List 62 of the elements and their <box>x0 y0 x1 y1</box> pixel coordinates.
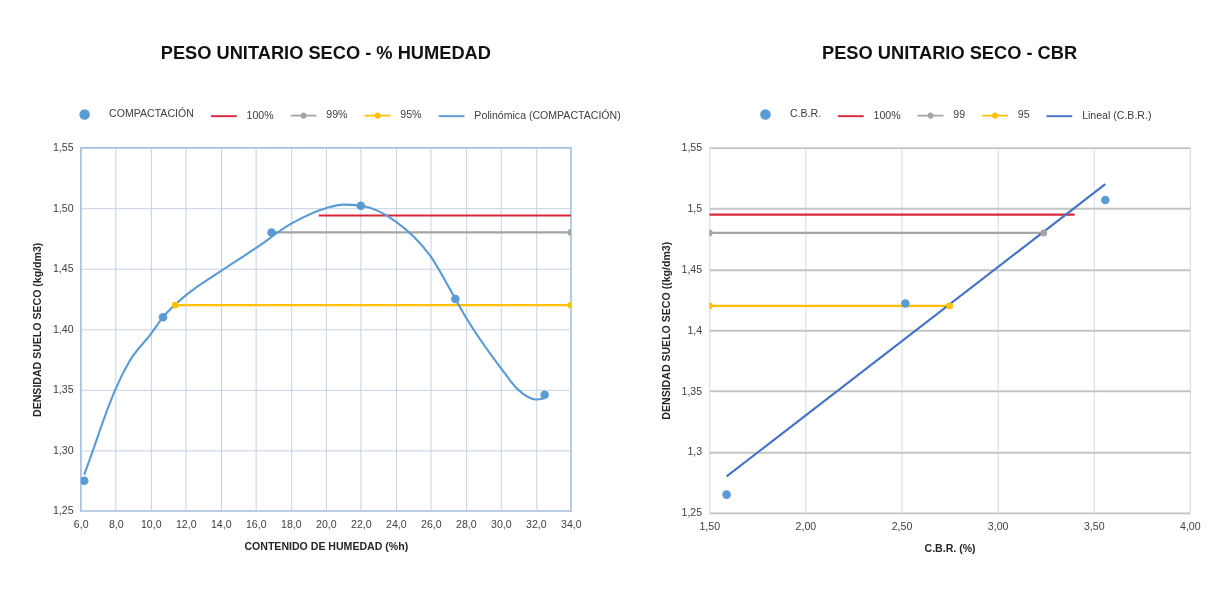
x-tick-label: 28,0 <box>456 517 477 530</box>
point <box>171 301 179 309</box>
legend-label: COMPACTACIÓN <box>109 107 194 120</box>
x-tick-label: 26,0 <box>421 517 442 530</box>
legend-label: 99% <box>326 108 349 121</box>
point <box>540 390 549 399</box>
y-tick-label: 1,50 <box>52 201 74 214</box>
x-tick-label: 30,0 <box>491 517 512 530</box>
legend-label: C.B.R. <box>789 107 822 120</box>
x-tick-label: 2,00 <box>795 519 817 532</box>
x-tick-label: 34,0 <box>561 517 582 530</box>
x-tick-label: 10,0 <box>140 517 162 530</box>
y-tick-label: 1,45 <box>681 262 703 275</box>
x-tick-label: 20,0 <box>316 517 337 530</box>
y-tick-label: 1,40 <box>52 322 74 335</box>
x-tick-label: 22,0 <box>351 517 372 530</box>
x-tick-label: 16,0 <box>245 517 267 530</box>
x-tick-label: 12,0 <box>175 517 197 530</box>
legend-label: 100% <box>873 109 902 122</box>
x-tick-label: 3,00 <box>987 519 1009 532</box>
legend-label: Polinómica (COMPACTACIÓN) <box>474 109 621 122</box>
chart-title: PESO UNITARIO SECO - CBR <box>821 42 1078 64</box>
y-tick-label: 1,25 <box>681 506 703 519</box>
legend-label: 100% <box>246 109 275 122</box>
point <box>80 476 89 485</box>
legend-label: 95 <box>1017 108 1030 121</box>
y-tick-label: 1,5 <box>687 201 703 214</box>
x-tick-label: 18,0 <box>281 517 302 530</box>
x-tick-label: 32,0 <box>526 517 547 530</box>
legend-label: Lineal (C.B.R.) <box>1082 109 1152 122</box>
point <box>356 201 366 211</box>
point <box>1040 229 1048 237</box>
y-tick-label: 1,55 <box>681 141 703 154</box>
legend-label: 99 <box>953 108 966 121</box>
x-tick-label: 8,0 <box>108 517 124 530</box>
x-tick-label: 1,50 <box>699 519 721 532</box>
x-tick-label: 2,50 <box>891 519 913 532</box>
x-tick-label: 6,0 <box>73 517 89 530</box>
x-tick-label: 4,00 <box>1180 519 1201 532</box>
point <box>1100 195 1110 205</box>
x-tick-label: 24,0 <box>386 517 407 530</box>
point <box>451 294 460 304</box>
x-axis-title: CONTENIDO DE HUMEDAD (%h) <box>244 539 409 552</box>
legend-label: 95% <box>400 108 423 121</box>
y-tick-label: 1,3 <box>687 445 703 458</box>
y-tick-label: 1,30 <box>52 443 74 456</box>
x-tick-label: 14,0 <box>210 517 232 530</box>
x-tick-label: 3,50 <box>1083 519 1105 532</box>
y-tick-label: 1,25 <box>52 504 74 517</box>
y-tick-label: 1,35 <box>52 383 74 396</box>
y-axis-title: DENSIDAD SUELO SECO (kg/dm3) <box>31 242 44 417</box>
y-tick-label: 1,4 <box>687 323 703 336</box>
point <box>901 299 910 308</box>
point <box>946 302 953 310</box>
y-tick-label: 1,55 <box>52 141 74 154</box>
chart-title: PESO UNITARIO SECO - % HUMEDAD <box>160 42 491 64</box>
y-tick-label: 1,35 <box>681 384 703 397</box>
point <box>158 312 168 322</box>
y-tick-label: 1,45 <box>52 262 74 275</box>
x-axis-title: C.B.R. (%) <box>924 541 976 554</box>
point <box>722 490 731 499</box>
y-axis-title: DENSIDAD SUELO SECO ((kg/dm3) <box>659 241 672 420</box>
